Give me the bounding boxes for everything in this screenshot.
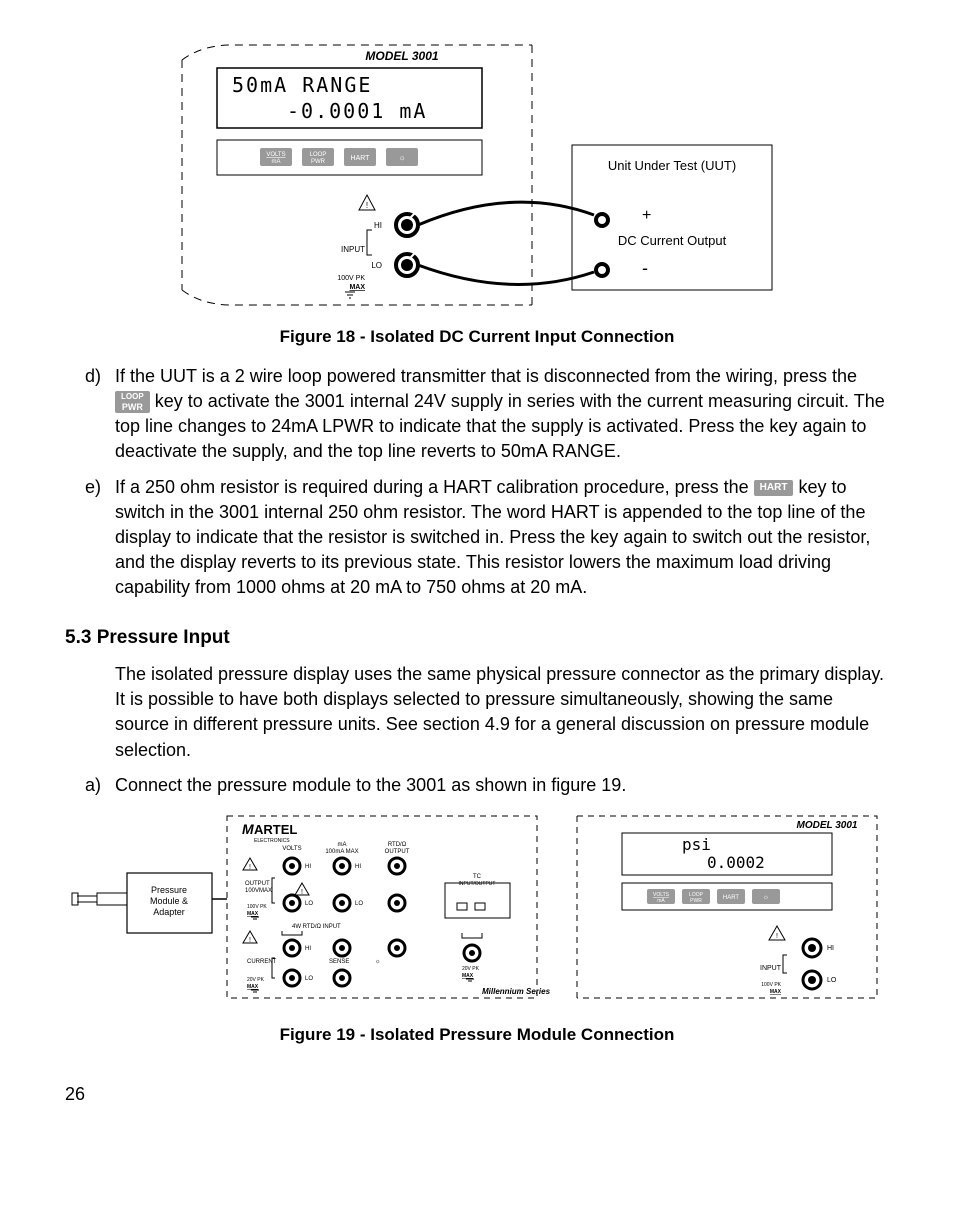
- svg-text:INPUT: INPUT: [760, 965, 782, 972]
- list-marker-e: e): [85, 475, 115, 601]
- svg-text:mA: mA: [657, 898, 665, 904]
- svg-text:ELECTRONICS: ELECTRONICS: [254, 838, 290, 844]
- svg-text:☼: ☼: [763, 894, 769, 901]
- svg-text:TC: TC: [473, 874, 482, 880]
- hart-key-icon: HART: [754, 480, 794, 496]
- svg-text:MAX: MAX: [247, 911, 259, 917]
- svg-text:VOLTS: VOLTS: [266, 152, 285, 158]
- page-number: 26: [65, 1082, 85, 1107]
- svg-text:☼: ☼: [398, 153, 405, 162]
- svg-text:0.0002: 0.0002: [707, 853, 765, 872]
- svg-text:HART: HART: [723, 895, 740, 901]
- svg-text:DC Current Output: DC Current Output: [618, 233, 727, 248]
- svg-text:OUTPUT: OUTPUT: [245, 881, 270, 887]
- list-content-e: If a 250 ohm resistor is required during…: [115, 475, 889, 601]
- svg-text:LO: LO: [305, 901, 313, 907]
- svg-text:LO: LO: [371, 261, 382, 270]
- figure-19-caption: Figure 19 - Isolated Pressure Module Con…: [65, 1023, 889, 1047]
- svg-text:MODEL 3001: MODEL 3001: [365, 49, 438, 63]
- svg-text:Unit Under Test (UUT): Unit Under Test (UUT): [608, 158, 736, 173]
- svg-text:HI: HI: [305, 946, 311, 952]
- svg-text:4W RTD/Ω INPUT: 4W RTD/Ω INPUT: [292, 924, 341, 930]
- svg-text:LO: LO: [827, 977, 837, 984]
- svg-text:SENSE: SENSE: [329, 959, 349, 965]
- figure-19: Pressure Module & Adapter M ARTEL ELECTR…: [65, 808, 889, 1008]
- svg-text:PWR: PWR: [690, 898, 702, 904]
- list-content-d: If the UUT is a 2 wire loop powered tran…: [115, 364, 889, 465]
- svg-text:Adapter: Adapter: [153, 907, 185, 917]
- svg-text:OUTPUT: OUTPUT: [385, 849, 410, 855]
- svg-text:M: M: [242, 821, 254, 837]
- svg-text:!: !: [249, 864, 251, 871]
- svg-text:PWR: PWR: [311, 159, 326, 165]
- svg-text:-0.0001 mA: -0.0001 mA: [287, 99, 427, 123]
- svg-text:MAX: MAX: [349, 284, 365, 291]
- svg-text:INPUT: INPUT: [341, 245, 365, 254]
- svg-text:100mA MAX: 100mA MAX: [325, 849, 358, 855]
- d-text-1: If the UUT is a 2 wire loop powered tran…: [115, 366, 857, 386]
- list-item-e: e) If a 250 ohm resistor is required dur…: [85, 475, 889, 601]
- svg-text:HI: HI: [305, 864, 311, 870]
- svg-text:INPUT/OUTPUT: INPUT/OUTPUT: [459, 881, 496, 887]
- svg-text:100V PK: 100V PK: [247, 904, 267, 910]
- svg-text:Millennium Series: Millennium Series: [482, 987, 551, 996]
- figure-18-caption: Figure 18 - Isolated DC Current Input Co…: [65, 325, 889, 349]
- section-5-3-heading: 5.3 Pressure Input: [65, 625, 889, 652]
- figure18-svg: MODEL 3001 50mA RANGE -0.0001 mA VOLTSmA…: [172, 40, 782, 310]
- svg-text:VOLTS: VOLTS: [282, 846, 301, 852]
- svg-text:100V PK: 100V PK: [337, 275, 365, 282]
- svg-text:-: -: [642, 258, 648, 278]
- list-marker-d: d): [85, 364, 115, 465]
- svg-text:HI: HI: [827, 945, 834, 952]
- svg-text:psi: psi: [682, 835, 711, 854]
- svg-text:HART: HART: [351, 155, 371, 162]
- svg-text:MAX: MAX: [462, 973, 474, 979]
- svg-text:20V PK: 20V PK: [462, 966, 480, 972]
- svg-text:MAX: MAX: [247, 984, 259, 990]
- list-marker-a: a): [85, 773, 115, 798]
- svg-text:mA: mA: [338, 842, 347, 848]
- list-item-a: a) Connect the pressure module to the 30…: [85, 773, 889, 798]
- loop-pwr-key-icon: LOOPPWR: [115, 391, 150, 413]
- svg-text:!: !: [366, 201, 368, 210]
- svg-text:+: +: [642, 207, 651, 224]
- svg-text:50mA RANGE: 50mA RANGE: [232, 73, 372, 97]
- svg-text:☼: ☼: [375, 959, 381, 965]
- svg-text:LOOP: LOOP: [310, 152, 327, 158]
- svg-text:LO: LO: [305, 976, 313, 982]
- svg-text:LO: LO: [355, 901, 363, 907]
- svg-text:!: !: [249, 937, 251, 944]
- list-content-a: Connect the pressure module to the 3001 …: [115, 773, 889, 798]
- svg-text:20V PK: 20V PK: [247, 977, 265, 983]
- figure19-svg: Pressure Module & Adapter M ARTEL ELECTR…: [67, 808, 887, 1008]
- svg-text:ARTEL: ARTEL: [254, 822, 297, 837]
- svg-text:100V PK: 100V PK: [761, 982, 781, 988]
- svg-text:mA: mA: [272, 159, 281, 165]
- svg-text:Module &: Module &: [150, 896, 188, 906]
- svg-text:HI: HI: [374, 221, 382, 230]
- list-item-d: d) If the UUT is a 2 wire loop powered t…: [85, 364, 889, 465]
- figure-18: MODEL 3001 50mA RANGE -0.0001 mA VOLTSmA…: [65, 40, 889, 310]
- svg-text:Pressure: Pressure: [151, 885, 187, 895]
- svg-text:MAX: MAX: [770, 989, 782, 995]
- e-text-1: If a 250 ohm resistor is required during…: [115, 477, 754, 497]
- svg-text:MODEL 3001: MODEL 3001: [797, 820, 858, 831]
- svg-text:HI: HI: [355, 864, 361, 870]
- d-text-2: key to activate the 3001 internal 24V su…: [115, 391, 885, 461]
- svg-text:!: !: [301, 889, 303, 896]
- section-5-3-para: The isolated pressure display uses the s…: [115, 662, 889, 763]
- svg-text:RTD/Ω: RTD/Ω: [388, 842, 407, 848]
- svg-text:!: !: [776, 933, 778, 940]
- svg-text:100VMAX: 100VMAX: [245, 888, 272, 894]
